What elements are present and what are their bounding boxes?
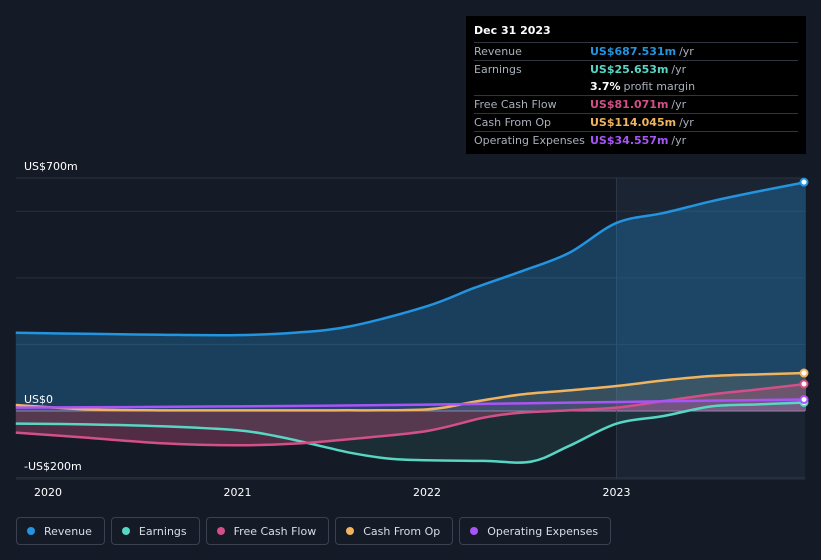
legend: Revenue Earnings Free Cash Flow Cash Fro… [16, 517, 612, 545]
profit-margin-text: profit margin [623, 80, 696, 93]
line-earnings [15, 401, 807, 464]
tooltip-row-revenue: Revenue US$687.531m /yr [474, 43, 798, 61]
legend-label: Cash From Op [363, 524, 441, 538]
tooltip-label: Earnings [474, 63, 522, 76]
forecast-highlight [616, 178, 805, 479]
tooltip: Dec 31 2023 Revenue US$687.531m /yr Earn… [466, 16, 806, 154]
x-tick-label: 2021 [224, 486, 252, 499]
y-axis-label: US$700m [24, 160, 78, 173]
tooltip-value: US$114.045m [590, 116, 677, 129]
tooltip-row-margin: 3.7% profit margin [474, 78, 798, 96]
legend-dot-icon [470, 527, 479, 535]
legend-item-operating-expenses[interactable]: Operating Expenses [459, 517, 612, 545]
legend-label: Earnings [138, 524, 187, 538]
legend-item-cash-from-op[interactable]: Cash From Op [335, 517, 454, 545]
tooltip-row-opex: Operating Expenses US$34.557m /yr [474, 132, 798, 149]
tooltip-unit: /yr [671, 63, 687, 76]
legend-dot-icon [121, 527, 130, 535]
legend-item-free-cash-flow[interactable]: Free Cash Flow [205, 517, 330, 545]
tooltip-value: US$34.557m [590, 134, 669, 147]
tooltip-unit: /yr [671, 134, 687, 147]
endpoint-operating-expenses [799, 394, 809, 404]
legend-dot-icon [216, 527, 225, 535]
tooltip-value: US$25.653m [590, 63, 669, 76]
area-free-cash-flow [15, 384, 807, 446]
x-tick-label: 2023 [603, 486, 631, 499]
legend-item-revenue[interactable]: Revenue [16, 517, 105, 545]
tooltip-unit: /yr [671, 98, 687, 111]
tooltip-label: Cash From Op [474, 116, 552, 129]
endpoint-free-cash-flow [799, 379, 809, 389]
endpoint-cash-from-op [799, 368, 809, 378]
y-axis-label: -US$200m [24, 460, 82, 473]
line-free-cash-flow [15, 382, 807, 447]
tooltip-date: Dec 31 2023 [474, 22, 798, 43]
y-axis-label: US$0 [24, 393, 53, 406]
tooltip-value: US$81.071m [590, 98, 669, 111]
x-tick-label: 2020 [34, 486, 62, 499]
profit-margin-value: 3.7% [590, 80, 621, 93]
tooltip-unit: /yr [679, 116, 694, 129]
line-cash-from-op [15, 371, 807, 412]
tooltip-unit: /yr [679, 45, 694, 58]
tooltip-row-fcf: Free Cash Flow US$81.071m /yr [474, 96, 798, 114]
tooltip-row-earnings: Earnings US$25.653m /yr [474, 61, 798, 78]
tooltip-label: Operating Expenses [474, 134, 585, 147]
legend-label: Revenue [44, 524, 92, 538]
tooltip-row-cfo: Cash From Op US$114.045m /yr [474, 114, 798, 132]
area-revenue [15, 182, 807, 411]
endpoint-revenue [799, 177, 809, 187]
line-operating-expenses [15, 398, 807, 409]
legend-item-earnings[interactable]: Earnings [110, 517, 200, 545]
tooltip-value: US$687.531m [590, 45, 677, 58]
legend-dot-icon [346, 527, 355, 535]
legend-dot-icon [27, 527, 35, 535]
x-tick-label: 2022 [413, 486, 441, 499]
tooltip-label: Revenue [474, 45, 522, 58]
line-revenue [15, 180, 807, 337]
legend-label: Operating Expenses [487, 524, 599, 538]
tooltip-label: Free Cash Flow [474, 98, 557, 111]
legend-label: Free Cash Flow [233, 524, 317, 538]
